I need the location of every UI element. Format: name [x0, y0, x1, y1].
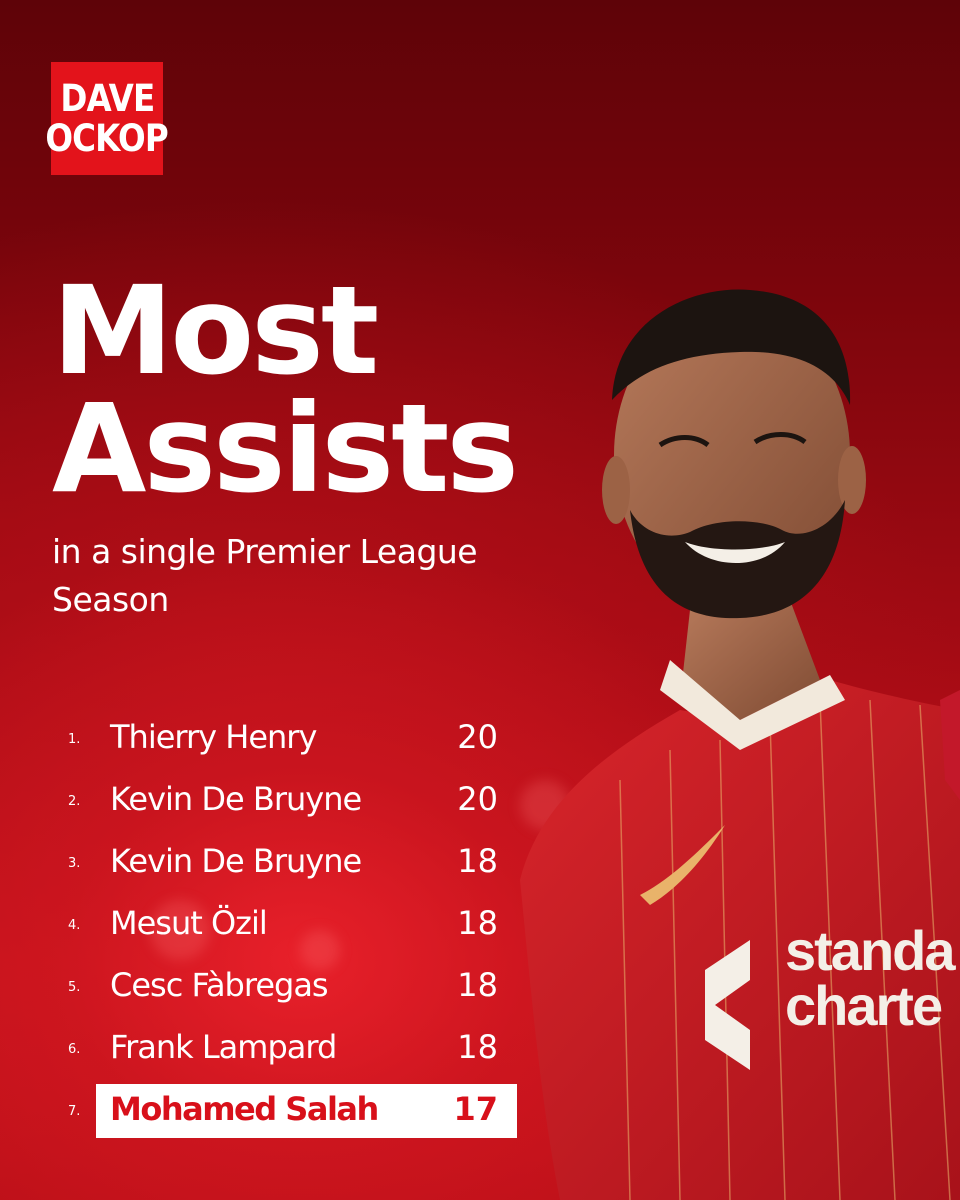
ranking-rank: 2. — [68, 794, 81, 809]
ranking-rank: 6. — [68, 1042, 81, 1057]
sponsor-line2: charte — [785, 974, 942, 1037]
ranking-name: Kevin De Bruyne — [110, 780, 362, 818]
ranking-value: 20 — [457, 718, 498, 756]
ranking-rank: 5. — [68, 980, 81, 995]
page-title: Most Assists — [52, 260, 519, 520]
subtitle: in a single Premier League Season — [52, 532, 478, 619]
player-photo: standa charte — [520, 289, 960, 1200]
ranking-name: Mohamed Salah — [110, 1090, 379, 1128]
ranking-value: 18 — [457, 1028, 498, 1066]
ranking-rank: 1. — [68, 732, 81, 747]
ranking-rank: 3. — [68, 856, 81, 871]
sponsor-logo-icon — [705, 940, 750, 1070]
ranking-value: 18 — [457, 842, 498, 880]
ranking-row: 5. Cesc Fàbregas 18 — [68, 958, 528, 1020]
ranking-name: Frank Lampard — [110, 1028, 337, 1066]
ranking-value: 18 — [457, 904, 498, 942]
ranking-list: 1. Thierry Henry 20 2. Kevin De Bruyne 20 3. Ke… — [68, 710, 528, 1144]
ranking-name: Cesc Fàbregas — [110, 966, 329, 1004]
ranking-row: 3. Kevin De Bruyne 18 — [68, 834, 528, 896]
bokeh-light — [300, 930, 340, 970]
ranking-name: Thierry Henry — [110, 718, 317, 756]
brand-logo: DAVE OCKOP — [46, 62, 169, 175]
brand-logo-line2: OCKOP — [45, 116, 169, 160]
ranking-rank: 7. — [68, 1104, 81, 1119]
ranking-name: Mesut Özil — [110, 904, 268, 942]
ranking-row: 7. Mohamed Salah 17 — [68, 1082, 528, 1144]
sponsor-line1: standa — [785, 919, 956, 982]
ranking-row: 1. Thierry Henry 20 — [68, 710, 528, 772]
highlight-box — [96, 1084, 517, 1138]
bokeh-light — [150, 900, 210, 960]
title-line1: Most — [52, 260, 379, 402]
ranking-row: 4. Mesut Özil 18 — [68, 896, 528, 958]
ranking-value: 18 — [457, 966, 498, 1004]
ranking-rank: 4. — [68, 918, 81, 933]
ranking-name: Kevin De Bruyne — [110, 842, 362, 880]
brand-logo-line1: DAVE — [60, 76, 155, 120]
ranking-row: 6. Frank Lampard 18 — [68, 1020, 528, 1082]
ranking-value: 20 — [457, 780, 498, 818]
ranking-row: 2. Kevin De Bruyne 20 — [68, 772, 528, 834]
title-line2: Assists — [52, 378, 519, 520]
ranking-value: 17 — [453, 1090, 498, 1128]
